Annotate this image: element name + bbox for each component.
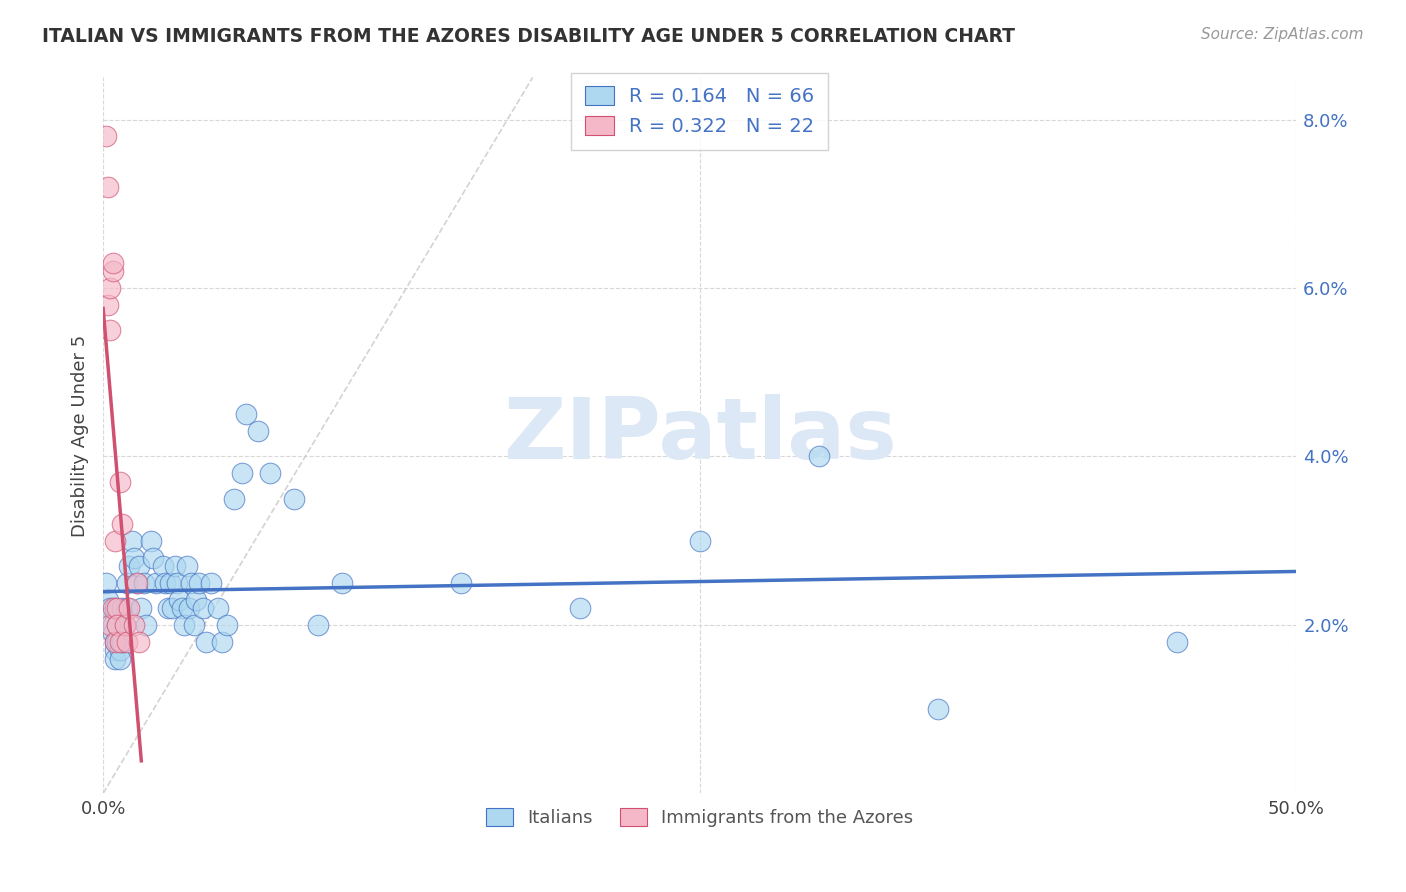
- Text: Source: ZipAtlas.com: Source: ZipAtlas.com: [1201, 27, 1364, 42]
- Point: [114, 618, 136, 632]
- Point: [107, 618, 129, 632]
- Point: [207, 601, 229, 615]
- Point: [330, 575, 353, 590]
- Point: [689, 533, 711, 548]
- Point: [104, 533, 127, 548]
- Point: [94, 129, 117, 144]
- Point: [98, 618, 121, 632]
- Point: [118, 558, 141, 573]
- Y-axis label: Disability Age Under 5: Disability Age Under 5: [72, 334, 89, 536]
- Point: [211, 634, 233, 648]
- Point: [193, 601, 215, 615]
- Point: [125, 575, 148, 590]
- Point: [97, 180, 120, 194]
- Point: [128, 634, 150, 648]
- Point: [122, 618, 145, 632]
- Point: [98, 323, 121, 337]
- Point: [200, 575, 222, 590]
- Point: [145, 575, 167, 590]
- Point: [194, 634, 217, 648]
- Point: [108, 634, 131, 648]
- Point: [98, 601, 121, 615]
- Point: [115, 575, 138, 590]
- Point: [307, 618, 329, 632]
- Point: [101, 601, 124, 615]
- Point: [186, 592, 208, 607]
- Point: [259, 467, 281, 481]
- Point: [173, 618, 195, 632]
- Point: [187, 575, 209, 590]
- Point: [159, 575, 181, 590]
- Point: [94, 575, 117, 590]
- Text: ITALIAN VS IMMIGRANTS FROM THE AZORES DISABILITY AGE UNDER 5 CORRELATION CHART: ITALIAN VS IMMIGRANTS FROM THE AZORES DI…: [42, 27, 1015, 45]
- Point: [132, 575, 155, 590]
- Point: [97, 592, 120, 607]
- Point: [169, 592, 191, 607]
- Point: [111, 634, 134, 648]
- Point: [163, 558, 186, 573]
- Text: ZIPatlas: ZIPatlas: [503, 394, 897, 477]
- Point: [131, 601, 153, 615]
- Point: [115, 634, 138, 648]
- Point: [108, 475, 131, 489]
- Point: [162, 601, 184, 615]
- Point: [104, 634, 127, 648]
- Point: [142, 550, 165, 565]
- Point: [104, 601, 127, 615]
- Point: [111, 601, 134, 615]
- Point: [98, 281, 121, 295]
- Point: [235, 408, 257, 422]
- Point: [108, 651, 131, 665]
- Point: [156, 601, 179, 615]
- Point: [927, 702, 949, 716]
- Point: [121, 533, 143, 548]
- Point: [217, 618, 239, 632]
- Point: [180, 575, 202, 590]
- Point: [125, 575, 148, 590]
- Legend: Italians, Immigrants from the Azores: Italians, Immigrants from the Azores: [478, 801, 921, 834]
- Point: [104, 651, 127, 665]
- Point: [97, 298, 120, 312]
- Point: [176, 558, 198, 573]
- Point: [101, 264, 124, 278]
- Point: [107, 618, 129, 632]
- Point: [111, 516, 134, 531]
- Point: [166, 575, 188, 590]
- Point: [283, 491, 305, 506]
- Point: [101, 626, 124, 640]
- Point: [122, 550, 145, 565]
- Point: [170, 601, 193, 615]
- Point: [114, 618, 136, 632]
- Point: [247, 424, 270, 438]
- Point: [569, 601, 592, 615]
- Point: [135, 618, 157, 632]
- Point: [108, 643, 131, 657]
- Point: [101, 618, 124, 632]
- Point: [153, 575, 176, 590]
- Point: [104, 643, 127, 657]
- Point: [128, 558, 150, 573]
- Point: [139, 533, 162, 548]
- Point: [115, 601, 138, 615]
- Point: [183, 618, 205, 632]
- Point: [107, 634, 129, 648]
- Point: [808, 450, 831, 464]
- Point: [107, 601, 129, 615]
- Point: [1166, 634, 1188, 648]
- Point: [224, 491, 246, 506]
- Point: [152, 558, 174, 573]
- Point: [450, 575, 472, 590]
- Point: [101, 256, 124, 270]
- Point: [118, 601, 141, 615]
- Point: [104, 634, 127, 648]
- Point: [98, 609, 121, 624]
- Point: [177, 601, 200, 615]
- Point: [231, 467, 253, 481]
